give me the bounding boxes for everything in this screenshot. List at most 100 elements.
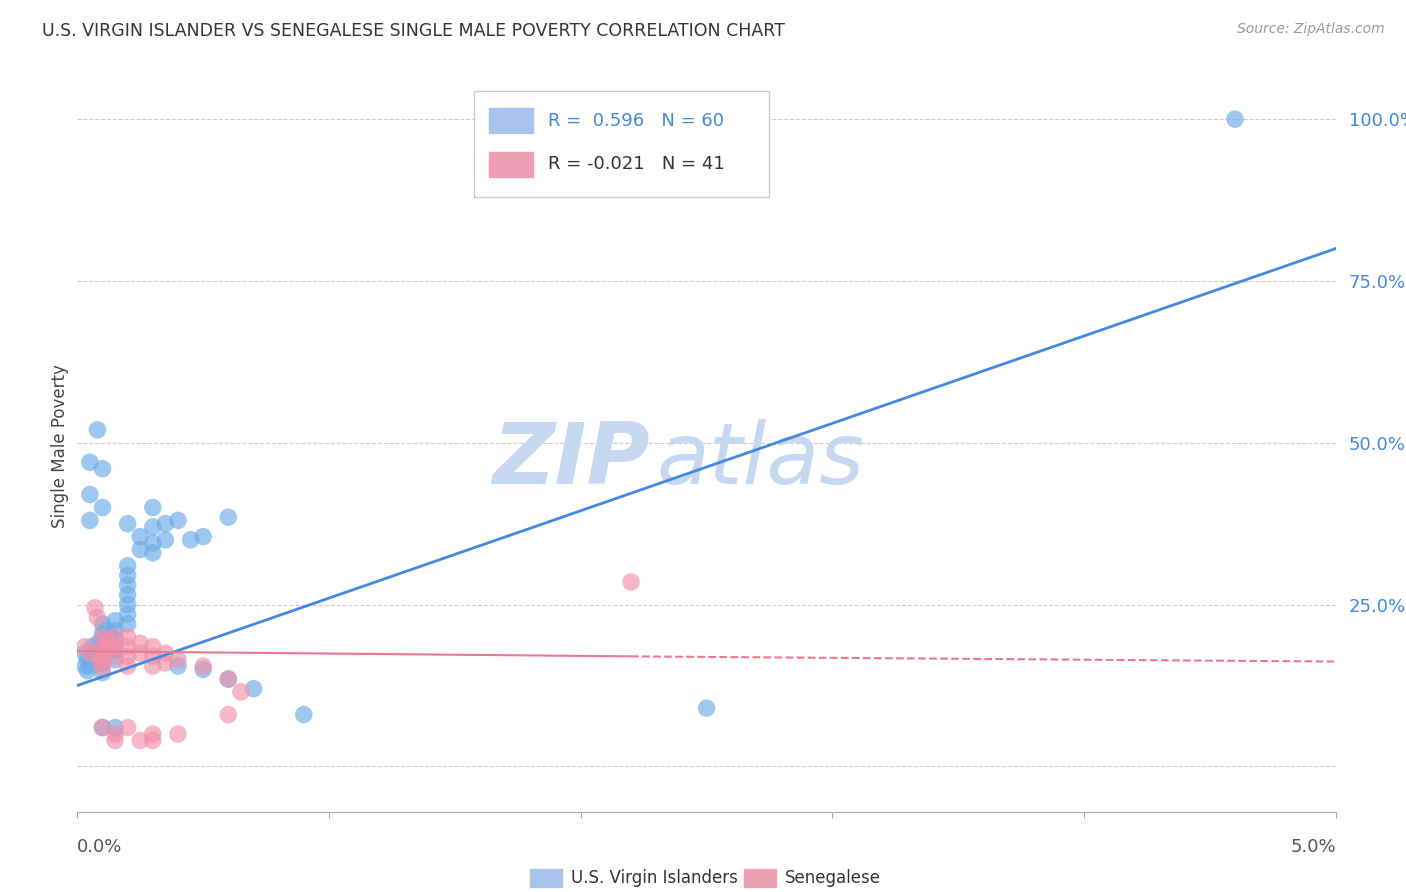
Point — [117, 630, 139, 644]
Point — [91, 640, 114, 654]
Point — [91, 630, 114, 644]
Point — [96, 633, 118, 648]
Point — [89, 652, 111, 666]
Text: Senegalese: Senegalese — [785, 869, 880, 887]
Point — [91, 640, 114, 654]
Point — [79, 513, 101, 527]
Point — [79, 659, 101, 673]
Point — [242, 681, 264, 696]
Point — [217, 672, 239, 686]
Point — [117, 607, 139, 622]
Point — [91, 648, 114, 662]
Point — [104, 614, 127, 628]
Point — [104, 630, 127, 644]
Point — [89, 649, 111, 664]
Point — [155, 656, 177, 670]
Point — [104, 652, 127, 666]
Point — [117, 617, 139, 632]
Point — [142, 536, 165, 550]
Point — [104, 733, 127, 747]
Point — [142, 649, 165, 664]
Bar — [489, 152, 533, 178]
Point — [117, 649, 139, 664]
Y-axis label: Single Male Poverty: Single Male Poverty — [51, 364, 69, 528]
Point — [217, 672, 239, 686]
Point — [91, 721, 114, 735]
Point — [142, 500, 165, 515]
Point — [155, 533, 177, 547]
Point — [73, 640, 96, 654]
Point — [142, 659, 165, 673]
Point — [84, 646, 107, 660]
Point — [620, 574, 643, 589]
Point — [91, 655, 114, 669]
Point — [82, 640, 104, 654]
Point — [117, 516, 139, 531]
Point — [91, 626, 114, 640]
Bar — [744, 869, 776, 887]
Bar — [530, 869, 562, 887]
Point — [96, 624, 118, 638]
Point — [117, 721, 139, 735]
Point — [91, 661, 114, 675]
Point — [76, 652, 98, 666]
Point — [91, 656, 114, 670]
Point — [142, 640, 165, 654]
Point — [142, 546, 165, 560]
Point — [104, 643, 127, 657]
Point — [86, 423, 108, 437]
Point — [104, 649, 127, 664]
Point — [191, 659, 215, 673]
Text: Source: ZipAtlas.com: Source: ZipAtlas.com — [1237, 22, 1385, 37]
Point — [292, 707, 315, 722]
Point — [117, 578, 139, 592]
Point — [91, 721, 114, 735]
Point — [104, 633, 127, 648]
Point — [84, 600, 107, 615]
Point — [91, 633, 114, 648]
Bar — [489, 108, 533, 133]
Point — [98, 630, 121, 644]
Text: U.S. Virgin Islanders: U.S. Virgin Islanders — [571, 869, 738, 887]
Point — [91, 461, 114, 475]
Point — [96, 633, 118, 648]
Point — [129, 530, 152, 544]
Point — [696, 701, 718, 715]
Point — [129, 636, 152, 650]
Point — [86, 636, 108, 650]
Point — [217, 510, 239, 524]
Text: U.S. VIRGIN ISLANDER VS SENEGALESE SINGLE MALE POVERTY CORRELATION CHART: U.S. VIRGIN ISLANDER VS SENEGALESE SINGL… — [42, 22, 785, 40]
Point — [91, 500, 114, 515]
Point — [73, 646, 96, 660]
Point — [117, 558, 139, 573]
Point — [129, 542, 152, 557]
Point — [117, 640, 139, 654]
FancyBboxPatch shape — [474, 91, 769, 197]
Point — [129, 646, 152, 660]
Point — [76, 664, 98, 678]
Point — [167, 652, 190, 666]
Text: 5.0%: 5.0% — [1291, 838, 1336, 856]
Point — [180, 533, 202, 547]
Point — [142, 727, 165, 741]
Point — [155, 646, 177, 660]
Point — [217, 707, 239, 722]
Point — [89, 643, 111, 657]
Point — [89, 646, 111, 660]
Point — [129, 733, 152, 747]
Point — [73, 659, 96, 673]
Point — [86, 610, 108, 624]
Point — [117, 659, 139, 673]
Text: 0.0%: 0.0% — [77, 838, 122, 856]
Point — [167, 727, 190, 741]
Point — [117, 568, 139, 582]
Point — [229, 685, 252, 699]
Point — [79, 487, 101, 501]
Point — [117, 588, 139, 602]
Point — [79, 646, 101, 660]
Point — [91, 617, 114, 632]
Text: R =  0.596   N = 60: R = 0.596 N = 60 — [548, 112, 724, 129]
Point — [191, 530, 215, 544]
Point — [98, 640, 121, 654]
Point — [91, 665, 114, 680]
